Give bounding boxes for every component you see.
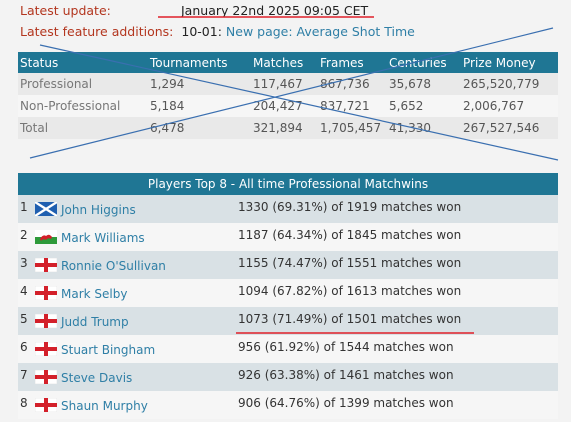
player-rank: 7 <box>18 363 35 391</box>
england-flag-icon <box>34 313 58 329</box>
stats-col-tournaments: Tournaments <box>148 52 251 73</box>
scotland-flag-icon <box>34 200 58 218</box>
stats-cell: Total <box>18 117 148 139</box>
stats-row-non-professional: Non-Professional 5,184 204,427 837,721 5… <box>18 95 558 117</box>
player-rank: 6 <box>18 335 35 363</box>
stats-cell: 2,006,767 <box>461 95 558 117</box>
stats-cell: 204,427 <box>251 95 318 117</box>
player-rank: 4 <box>18 279 35 307</box>
player-name-cell: Shaun Murphy <box>34 391 236 419</box>
stats-cell: 1,705,457 <box>318 117 387 139</box>
player-name-link[interactable]: John Higgins <box>61 203 136 217</box>
stats-cell: Professional <box>18 73 148 95</box>
england-flag-icon <box>34 369 58 385</box>
latest-feature-link[interactable]: New page: Average Shot Time <box>225 24 415 39</box>
england-flag-icon <box>34 285 58 301</box>
player-rank: 3 <box>18 251 35 279</box>
players-list: 1 John Higgins 1330 (69.31%) of 1919 match… <box>18 195 558 419</box>
player-wins: 1187 (64.34%) of 1845 matches won <box>236 223 558 251</box>
players-table-title: Players Top 8 - All time Professional Ma… <box>18 173 558 195</box>
player-name-link[interactable]: Shaun Murphy <box>61 399 148 413</box>
stats-cell: 41,330 <box>387 117 461 139</box>
latest-feature-label: Latest feature additions: <box>20 24 174 39</box>
player-name-link[interactable]: Judd Trump <box>61 315 129 329</box>
player-name-cell: Ronnie O'Sullivan <box>34 251 236 279</box>
player-wins: 956 (61.92%) of 1544 matches won <box>236 335 558 363</box>
player-row: 5 Judd Trump 1073 (71.49%) of 1501 matches… <box>18 307 558 335</box>
stats-cell: Non-Professional <box>18 95 148 117</box>
stats-cell: 321,894 <box>251 117 318 139</box>
player-row: 8 Shaun Murphy 906 (64.76%) of 1399 matche… <box>18 391 558 419</box>
player-name-link[interactable]: Steve Davis <box>61 371 133 385</box>
wales-flag-icon <box>35 230 57 244</box>
player-name-link[interactable]: Ronnie O'Sullivan <box>61 259 166 273</box>
player-rank: 2 <box>18 223 35 251</box>
player-name-link[interactable]: Stuart Bingham <box>61 343 156 357</box>
latest-update-label: Latest update: <box>20 3 111 18</box>
stats-col-status: Status <box>18 52 148 73</box>
stats-col-prize-money: Prize Money <box>461 52 558 73</box>
stats-cell: 837,721 <box>318 95 387 117</box>
player-wins: 906 (64.76%) of 1399 matches won <box>236 391 558 419</box>
stats-cell: 267,527,546 <box>461 117 558 139</box>
player-rank: 8 <box>18 391 35 419</box>
player-name-cell: Mark Selby <box>34 279 236 307</box>
player-wins: 1155 (74.47%) of 1551 matches won <box>236 251 558 279</box>
player-name-link[interactable]: Mark Williams <box>61 231 145 245</box>
stats-col-centuries: Centuries <box>387 52 461 73</box>
player-row: 7 Steve Davis 926 (63.38%) of 1461 matches… <box>18 363 558 391</box>
latest-update-row: Latest update: January 22nd 2025 09:05 C… <box>20 3 368 18</box>
stats-col-matches: Matches <box>251 52 318 73</box>
player-wins: 1073 (71.49%) of 1501 matches won <box>236 307 558 335</box>
player-name-cell: Mark Williams <box>35 223 236 251</box>
player-name-link[interactable]: Mark Selby <box>61 287 128 301</box>
stats-cell: 5,184 <box>148 95 251 117</box>
latest-feature-row: Latest feature additions: 10-01: New pag… <box>20 24 415 39</box>
player-rank: 5 <box>18 307 35 335</box>
player-row: 4 Mark Selby 1094 (67.82%) of 1613 matches… <box>18 279 558 307</box>
stats-cell: 6,478 <box>148 117 251 139</box>
england-flag-icon <box>34 341 58 357</box>
player-row: 2 Mark Williams 1187 (64.34%) of 1845 matc… <box>18 223 558 251</box>
player-row: 6 Stuart Bingham 956 (61.92%) of 1544 matc… <box>18 335 558 363</box>
player-rank: 1 <box>18 195 35 223</box>
stats-cell: 1,294 <box>148 73 251 95</box>
stats-cell: 265,520,779 <box>461 73 558 95</box>
latest-update-value: January 22nd 2025 09:05 CET <box>181 3 369 18</box>
players-table: Players Top 8 - All time Professional Ma… <box>18 173 558 419</box>
player-name-cell: John Higgins <box>34 195 236 223</box>
stats-table: Status Tournaments Matches Frames Centur… <box>18 52 558 139</box>
player-wins: 1094 (67.82%) of 1613 matches won <box>236 279 558 307</box>
player-row: 1 John Higgins 1330 (69.31%) of 1919 match… <box>18 195 558 223</box>
player-name-cell: Stuart Bingham <box>34 335 236 363</box>
stats-row-total: Total 6,478 321,894 1,705,457 41,330 267… <box>18 117 558 139</box>
stats-cell: 117,467 <box>251 73 318 95</box>
player-row: 3 Ronnie O'Sullivan 1155 (74.47%) of 1551 … <box>18 251 558 279</box>
player-name-cell: Judd Trump <box>34 307 236 335</box>
latest-feature-date: 10-01: <box>181 24 222 39</box>
player-wins: 1330 (69.31%) of 1919 matches won <box>236 195 558 223</box>
stats-cell: 5,652 <box>387 95 461 117</box>
stats-cell: 867,736 <box>318 73 387 95</box>
england-flag-icon <box>34 257 58 273</box>
england-flag-icon <box>34 397 58 413</box>
player-wins: 926 (63.38%) of 1461 matches won <box>236 363 558 391</box>
player-name-cell: Steve Davis <box>34 363 236 391</box>
stats-col-frames: Frames <box>318 52 387 73</box>
stats-row-professional: Professional 1,294 117,467 867,736 35,67… <box>18 73 558 95</box>
stats-cell: 35,678 <box>387 73 461 95</box>
stats-header-row: Status Tournaments Matches Frames Centur… <box>18 52 558 73</box>
